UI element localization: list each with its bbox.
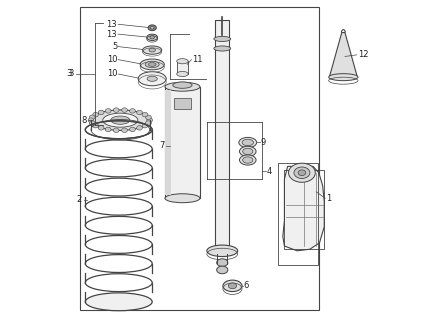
Ellipse shape — [146, 34, 157, 41]
Ellipse shape — [136, 110, 142, 115]
Text: 1: 1 — [325, 194, 330, 203]
Ellipse shape — [214, 46, 230, 51]
Text: 9: 9 — [260, 138, 265, 147]
Ellipse shape — [91, 110, 149, 130]
Polygon shape — [282, 166, 323, 251]
Bar — [80, 7, 319, 310]
Ellipse shape — [239, 146, 256, 156]
Ellipse shape — [293, 167, 309, 179]
Ellipse shape — [150, 36, 154, 39]
Ellipse shape — [207, 245, 237, 257]
Ellipse shape — [288, 163, 315, 182]
Ellipse shape — [145, 115, 151, 120]
Text: 13: 13 — [106, 20, 117, 29]
Ellipse shape — [150, 27, 154, 29]
Ellipse shape — [105, 109, 111, 113]
Text: 4: 4 — [266, 167, 272, 176]
Ellipse shape — [122, 128, 127, 132]
Ellipse shape — [98, 110, 104, 115]
Ellipse shape — [140, 59, 164, 70]
Ellipse shape — [146, 118, 152, 123]
Ellipse shape — [148, 25, 156, 31]
Ellipse shape — [328, 74, 357, 81]
Ellipse shape — [88, 118, 94, 123]
Ellipse shape — [214, 36, 230, 42]
Bar — [164, 90, 171, 195]
Ellipse shape — [113, 128, 119, 132]
Ellipse shape — [92, 124, 99, 128]
Ellipse shape — [228, 283, 236, 289]
Bar — [176, 61, 188, 74]
Text: 10: 10 — [106, 69, 117, 78]
Ellipse shape — [149, 48, 155, 52]
Ellipse shape — [164, 82, 200, 91]
Text: 3: 3 — [68, 69, 73, 78]
Ellipse shape — [98, 126, 104, 130]
Bar — [164, 87, 200, 198]
Bar — [277, 163, 317, 265]
Text: 7: 7 — [159, 141, 164, 150]
Ellipse shape — [145, 61, 159, 68]
Ellipse shape — [216, 259, 227, 267]
Ellipse shape — [89, 121, 95, 125]
Text: 10: 10 — [106, 55, 117, 64]
Ellipse shape — [239, 155, 256, 165]
Ellipse shape — [129, 109, 135, 113]
Bar — [102, 20, 179, 128]
Ellipse shape — [138, 72, 166, 86]
Ellipse shape — [129, 127, 135, 132]
Ellipse shape — [297, 170, 305, 176]
Ellipse shape — [111, 116, 130, 124]
Text: 11: 11 — [191, 55, 202, 64]
Ellipse shape — [222, 280, 241, 292]
Ellipse shape — [122, 108, 127, 112]
Ellipse shape — [105, 127, 111, 132]
Ellipse shape — [216, 266, 227, 274]
Text: 6: 6 — [243, 281, 248, 290]
Ellipse shape — [241, 139, 253, 146]
Ellipse shape — [176, 71, 188, 76]
Text: 5: 5 — [112, 42, 117, 51]
Text: 12: 12 — [357, 50, 367, 59]
Ellipse shape — [102, 113, 138, 127]
Ellipse shape — [242, 157, 252, 163]
Ellipse shape — [142, 112, 148, 117]
Bar — [215, 20, 229, 249]
Ellipse shape — [142, 124, 148, 128]
Polygon shape — [329, 33, 357, 77]
Ellipse shape — [145, 121, 151, 125]
Ellipse shape — [238, 137, 256, 148]
Ellipse shape — [92, 112, 99, 117]
Text: 2: 2 — [77, 195, 82, 204]
Ellipse shape — [148, 62, 156, 66]
Ellipse shape — [113, 108, 119, 112]
Ellipse shape — [176, 59, 188, 64]
Bar — [173, 98, 191, 109]
Ellipse shape — [136, 126, 142, 130]
Ellipse shape — [164, 194, 200, 203]
Ellipse shape — [172, 82, 192, 88]
Ellipse shape — [142, 46, 161, 54]
Text: 3: 3 — [66, 69, 72, 78]
Ellipse shape — [85, 293, 152, 311]
Text: 13: 13 — [106, 30, 117, 39]
Bar — [284, 170, 323, 249]
Text: 8: 8 — [81, 116, 87, 125]
Ellipse shape — [147, 76, 157, 81]
Ellipse shape — [89, 115, 95, 120]
Ellipse shape — [242, 148, 252, 155]
